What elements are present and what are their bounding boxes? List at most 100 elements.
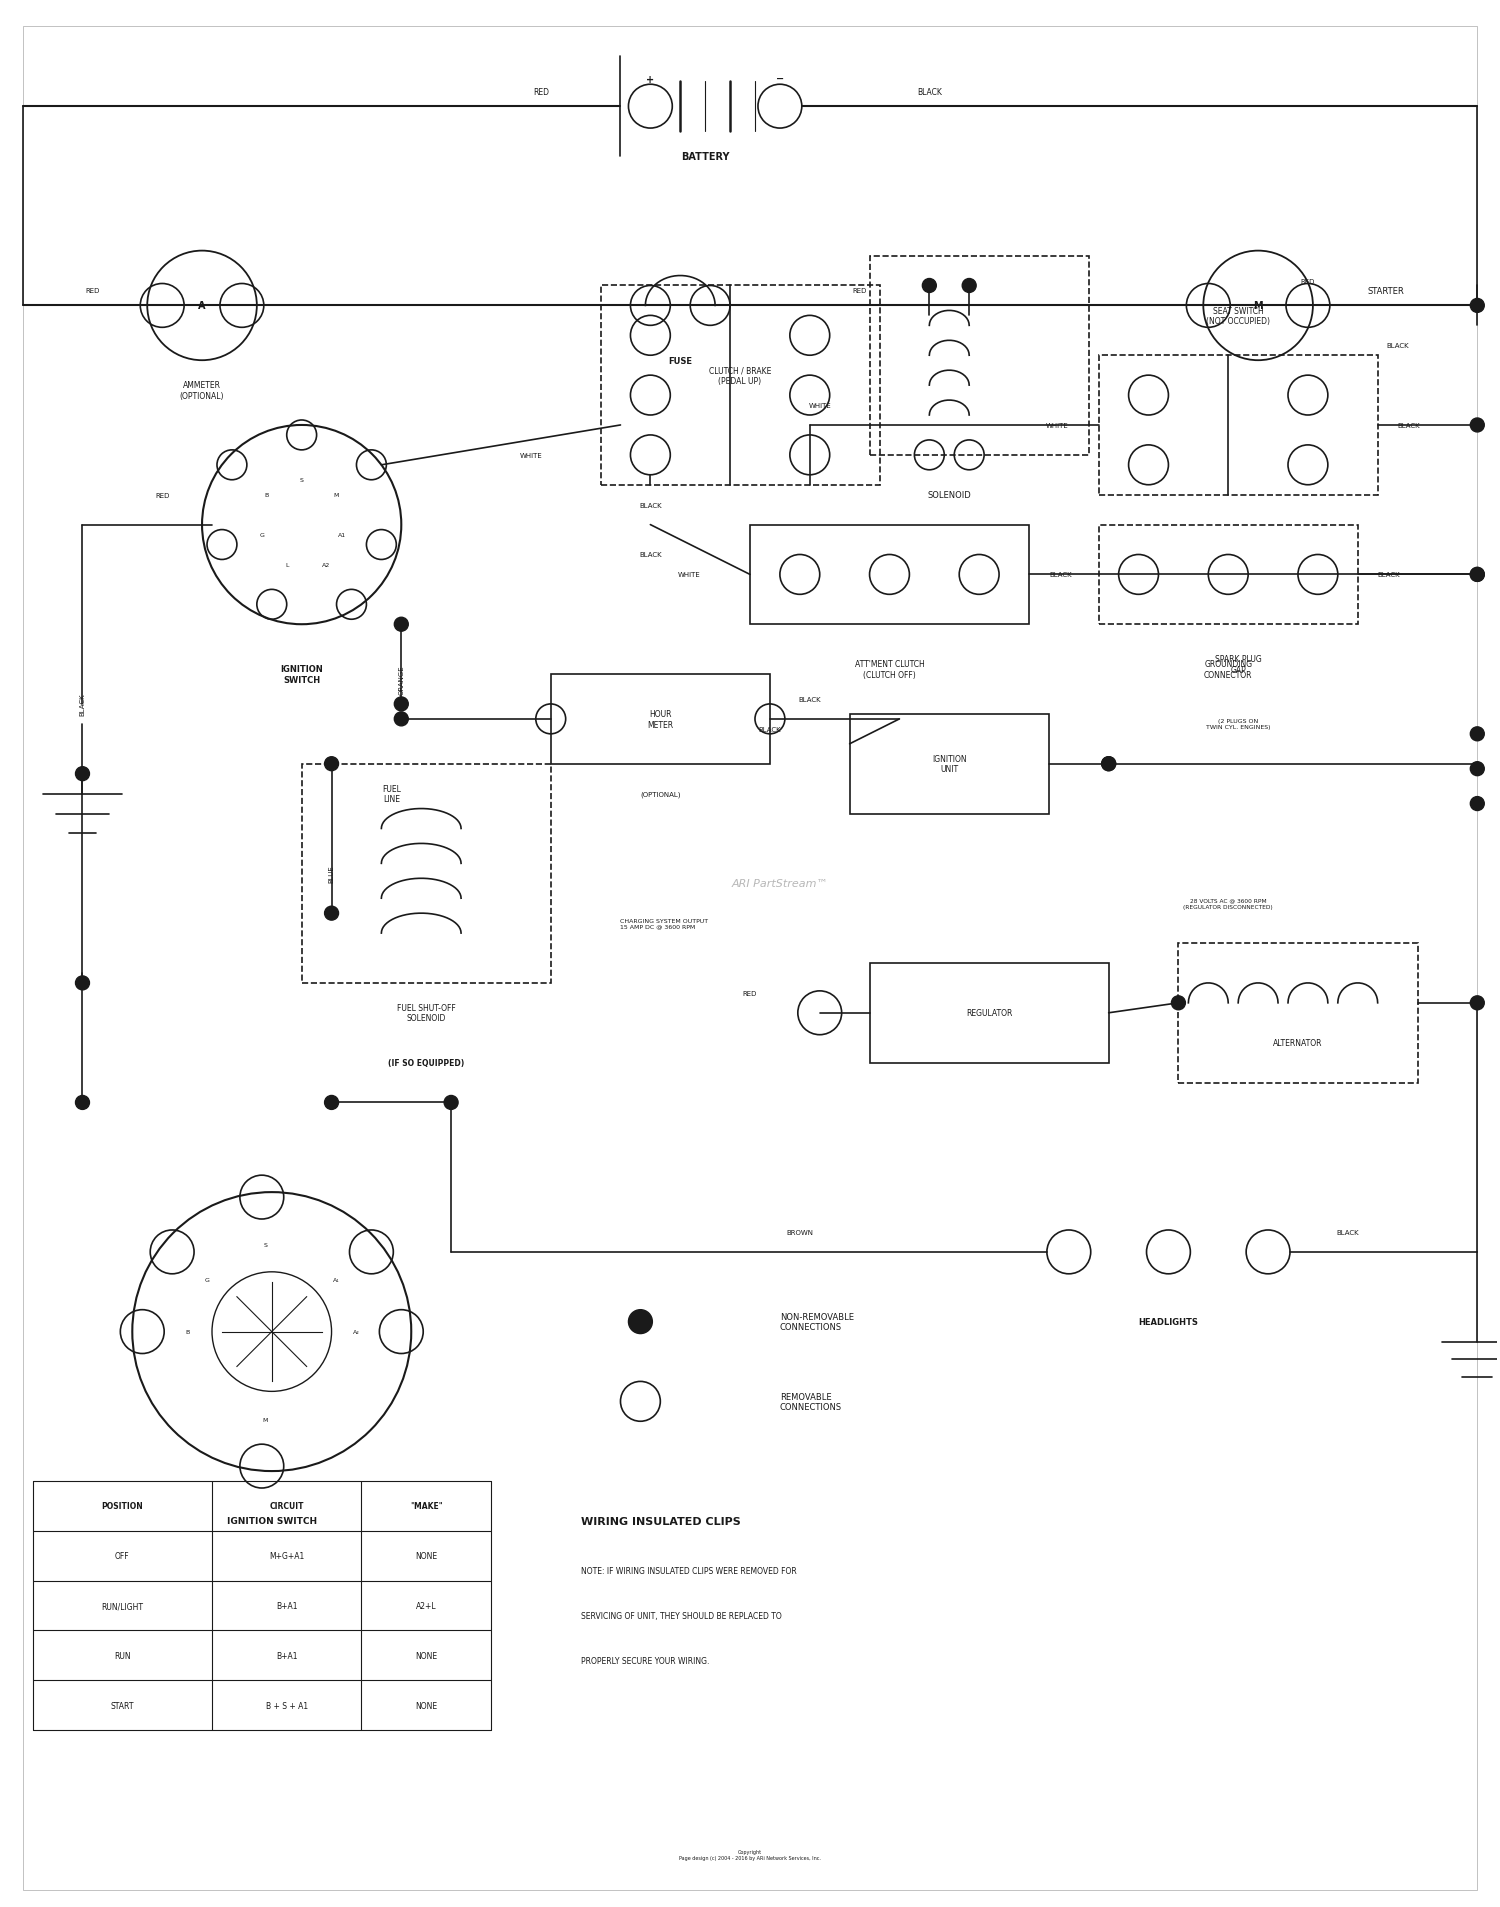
Text: +: +	[646, 74, 654, 86]
Text: BLACK: BLACK	[80, 694, 86, 715]
Text: START: START	[111, 1701, 134, 1711]
Bar	[849, 715, 1048, 814]
Text: RED: RED	[1300, 278, 1316, 284]
Text: (IF SO EQUIPPED): (IF SO EQUIPPED)	[388, 1058, 465, 1068]
Circle shape	[962, 278, 976, 294]
Bar	[1098, 524, 1358, 625]
Text: NOTE: IF WIRING INSULATED CLIPS WERE REMOVED FOR: NOTE: IF WIRING INSULATED CLIPS WERE REM…	[580, 1566, 796, 1575]
Circle shape	[1101, 757, 1116, 770]
Text: BLACK: BLACK	[916, 88, 942, 97]
Circle shape	[394, 618, 408, 631]
Text: RUN/LIGHT: RUN/LIGHT	[102, 1602, 144, 1610]
Text: 28 VOLTS AC @ 3600 RPM
(REGULATOR DISCONNECTED): 28 VOLTS AC @ 3600 RPM (REGULATOR DISCON…	[1184, 898, 1274, 910]
Text: (2 PLUGS ON
TWIN CYL. ENGINES): (2 PLUGS ON TWIN CYL. ENGINES)	[1206, 719, 1270, 730]
Circle shape	[1470, 568, 1485, 582]
Text: "MAKE": "MAKE"	[410, 1501, 442, 1510]
Text: A2: A2	[322, 563, 330, 568]
Text: WHITE: WHITE	[808, 402, 831, 408]
Text: REMOVABLE
CONNECTIONS: REMOVABLE CONNECTIONS	[780, 1392, 842, 1411]
Text: PROPERLY SECURE YOUR WIRING.: PROPERLY SECURE YOUR WIRING.	[580, 1655, 710, 1665]
Circle shape	[1172, 995, 1185, 1011]
Text: REGULATOR: REGULATOR	[966, 1009, 1012, 1018]
Bar	[550, 675, 770, 765]
Circle shape	[75, 976, 90, 990]
Circle shape	[444, 1097, 458, 1110]
Text: B: B	[186, 1329, 189, 1335]
Text: NON-REMOVABLE
CONNECTIONS: NON-REMOVABLE CONNECTIONS	[780, 1312, 853, 1331]
Text: WHITE: WHITE	[678, 572, 700, 578]
Text: HEADLIGHTS: HEADLIGHTS	[1138, 1318, 1198, 1327]
Bar	[600, 286, 879, 486]
Circle shape	[1101, 757, 1116, 770]
Text: BLACK: BLACK	[639, 553, 662, 559]
Circle shape	[394, 698, 408, 711]
Text: BLUE: BLUE	[328, 866, 334, 883]
Circle shape	[1470, 763, 1485, 776]
Circle shape	[1470, 727, 1485, 742]
Circle shape	[75, 767, 90, 782]
Text: BLACK: BLACK	[1377, 572, 1401, 578]
Circle shape	[324, 1097, 339, 1110]
Text: WIRING INSULATED CLIPS: WIRING INSULATED CLIPS	[580, 1516, 741, 1526]
Text: GROUNDING
CONNECTOR: GROUNDING CONNECTOR	[1204, 660, 1252, 679]
Bar	[870, 256, 1089, 456]
Text: −: −	[776, 74, 784, 84]
Text: STARTER: STARTER	[1368, 286, 1404, 296]
Text: BLACK: BLACK	[1398, 423, 1420, 429]
Text: BLACK: BLACK	[1336, 1230, 1359, 1236]
Circle shape	[394, 713, 408, 727]
Text: M+G+A1: M+G+A1	[268, 1552, 304, 1560]
Text: M: M	[262, 1417, 268, 1423]
Circle shape	[324, 906, 339, 921]
Text: SERVICING OF UNIT, THEY SHOULD BE REPLACED TO: SERVICING OF UNIT, THEY SHOULD BE REPLAC…	[580, 1611, 782, 1621]
Circle shape	[75, 1097, 90, 1110]
Text: SOLENOID: SOLENOID	[927, 490, 970, 500]
Text: BROWN: BROWN	[786, 1230, 813, 1236]
Text: WHITE: WHITE	[1046, 423, 1070, 429]
Text: RED: RED	[742, 990, 758, 995]
Text: G: G	[204, 1278, 210, 1283]
Text: BATTERY: BATTERY	[681, 153, 729, 162]
Text: FUEL
LINE: FUEL LINE	[382, 784, 400, 805]
Text: CIRCUIT: CIRCUIT	[270, 1501, 304, 1510]
Text: ATT'MENT CLUTCH
(CLUTCH OFF): ATT'MENT CLUTCH (CLUTCH OFF)	[855, 660, 924, 679]
Text: B+A1: B+A1	[276, 1602, 297, 1610]
Text: WHITE: WHITE	[519, 452, 542, 458]
Circle shape	[628, 1310, 652, 1333]
Text: S: S	[300, 479, 303, 482]
Text: RED: RED	[154, 492, 170, 498]
Text: M: M	[334, 492, 339, 498]
Circle shape	[1470, 995, 1485, 1011]
Text: CHARGING SYSTEM OUTPUT
15 AMP DC @ 3600 RPM: CHARGING SYSTEM OUTPUT 15 AMP DC @ 3600 …	[621, 919, 708, 929]
Text: Copyright
Page design (c) 2004 - 2016 by ARi Network Services, Inc.: Copyright Page design (c) 2004 - 2016 by…	[680, 1850, 820, 1859]
Text: B + S + A1: B + S + A1	[266, 1701, 308, 1711]
Text: SPARK PLUG
GAP: SPARK PLUG GAP	[1215, 654, 1261, 675]
Bar	[302, 765, 550, 984]
Text: NONE: NONE	[416, 1701, 438, 1711]
Text: BLACK: BLACK	[1048, 572, 1071, 578]
Text: S: S	[264, 1241, 267, 1247]
Text: (OPTIONAL): (OPTIONAL)	[640, 791, 681, 797]
Bar	[870, 963, 1108, 1062]
Text: ARI PartStream™: ARI PartStream™	[732, 879, 828, 889]
Text: G: G	[260, 532, 264, 538]
Circle shape	[1470, 568, 1485, 582]
Text: A1: A1	[338, 532, 345, 538]
Bar	[1098, 357, 1377, 496]
Text: HOUR
METER: HOUR METER	[648, 709, 674, 728]
Text: B+A1: B+A1	[276, 1651, 297, 1659]
Circle shape	[1470, 299, 1485, 313]
Text: FUSE: FUSE	[669, 357, 693, 366]
Text: IGNITION
UNIT: IGNITION UNIT	[932, 755, 966, 774]
Text: RED: RED	[86, 288, 99, 294]
Text: B: B	[264, 492, 268, 498]
Text: A₂: A₂	[352, 1329, 360, 1335]
Circle shape	[922, 278, 936, 294]
Text: FUEL SHUT-OFF
SOLENOID: FUEL SHUT-OFF SOLENOID	[398, 1003, 456, 1022]
Text: NONE: NONE	[416, 1552, 438, 1560]
Text: A₁: A₁	[333, 1278, 340, 1283]
Text: A2+L: A2+L	[416, 1602, 436, 1610]
Text: NONE: NONE	[416, 1651, 438, 1659]
Text: IGNITION
SWITCH: IGNITION SWITCH	[280, 666, 322, 685]
Text: BLACK: BLACK	[798, 696, 820, 702]
